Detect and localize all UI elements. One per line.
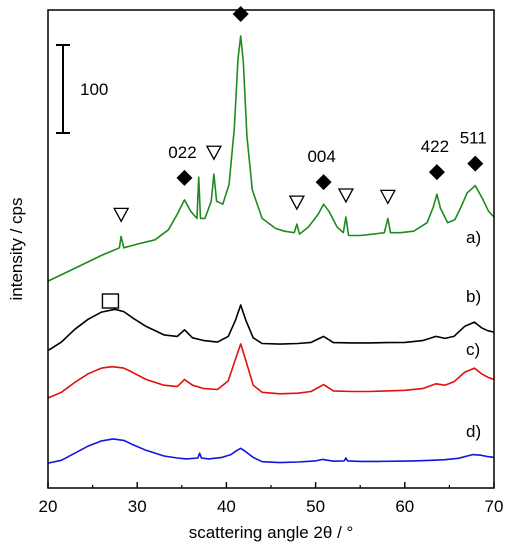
x-tick-label: 40 — [217, 497, 236, 516]
square-marker — [101, 293, 120, 309]
series-line-1 — [47, 304, 495, 352]
y-axis-label: intensity / cps — [7, 198, 26, 301]
series-line-3 — [47, 438, 495, 464]
triangle-marker-0 — [113, 207, 130, 223]
series-label-3: d) — [466, 422, 481, 441]
x-axis-label: scattering angle 2θ / ° — [189, 523, 354, 542]
reflection-label-511: 511 — [460, 129, 487, 148]
reflection-label-422: 422 — [421, 137, 449, 156]
scale-bar-label: 100 — [80, 80, 108, 99]
reflection-label-022: 022 — [168, 143, 196, 162]
triangle-marker-1 — [205, 145, 223, 161]
x-tick-label: 30 — [128, 497, 147, 516]
reflection-diamond-311 — [232, 6, 249, 22]
triangle-marker-4 — [379, 189, 396, 205]
reflection-diamond-004 — [315, 174, 332, 191]
triangle-marker-2 — [288, 195, 305, 211]
x-axis-ticks: 20 30 40 50 60 70 — [39, 482, 504, 516]
reflection-diamond-511 — [467, 155, 484, 172]
marker-layer: 022311004422511 — [101, 6, 487, 309]
triangle-marker-3 — [337, 188, 355, 204]
series-line-2 — [47, 343, 495, 399]
x-tick-label: 50 — [306, 497, 325, 516]
reflection-diamond-422 — [428, 164, 445, 181]
series-line-0 — [47, 35, 495, 282]
series-label-0: a) — [466, 228, 481, 247]
reflection-label-004: 004 — [307, 147, 335, 166]
series-label-2: c) — [466, 340, 480, 359]
x-tick-label: 60 — [395, 497, 414, 516]
reflection-diamond-022 — [176, 169, 193, 186]
x-tick-label: 70 — [485, 497, 504, 516]
series-label-1: b) — [466, 287, 481, 306]
scale-bar: 100 — [56, 44, 108, 134]
series-layer: a) b) c) d) — [47, 35, 495, 464]
x-tick-label: 20 — [39, 497, 58, 516]
